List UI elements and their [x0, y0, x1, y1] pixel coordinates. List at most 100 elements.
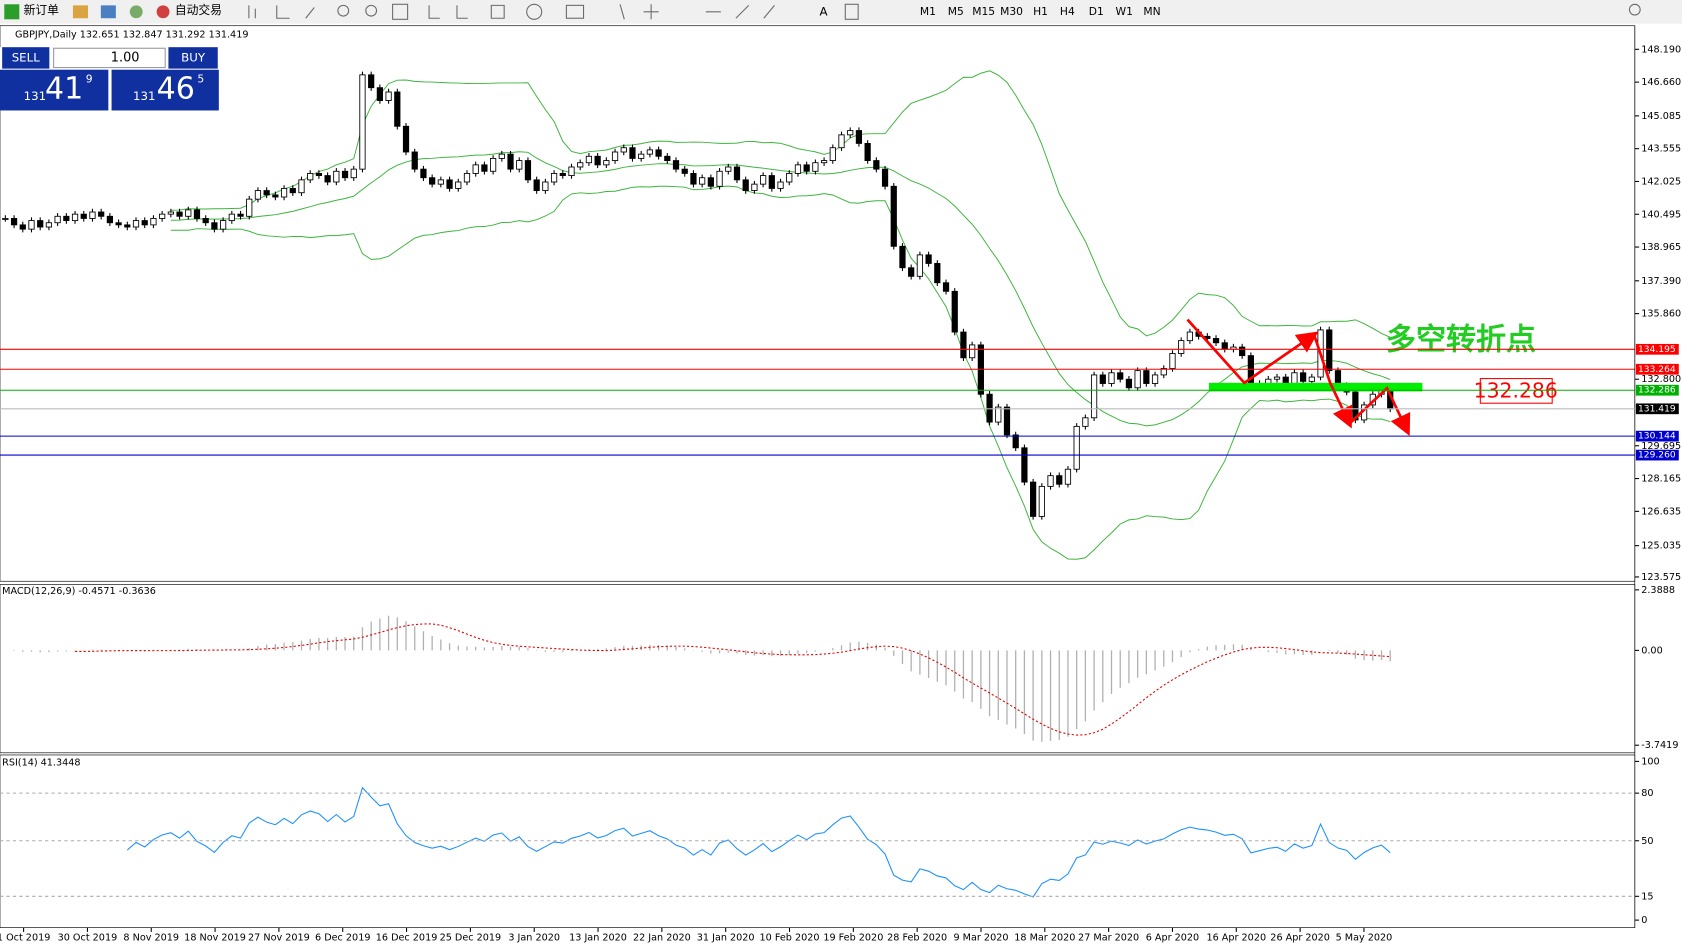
tool-icon[interactable]	[72, 5, 88, 19]
candle	[899, 245, 906, 269]
chart-type-icons[interactable]	[248, 5, 315, 19]
arrow	[1186, 318, 1319, 385]
candle	[394, 91, 401, 127]
candle	[577, 162, 584, 168]
new-order-button[interactable]: 新订单	[24, 3, 60, 17]
candle	[219, 220, 227, 230]
auto-trading-icon[interactable]	[156, 5, 170, 19]
y-tick-label: 135.860	[1641, 309, 1681, 320]
sell-button[interactable]	[2, 47, 50, 69]
candle	[167, 211, 174, 215]
candle	[760, 175, 767, 185]
ask-box[interactable]	[111, 69, 219, 111]
candle	[664, 155, 671, 161]
sell-label[interactable]: SELL	[12, 50, 40, 64]
level-label-bg	[1635, 384, 1679, 396]
auto-trading-button[interactable]: 自动交易	[175, 3, 222, 17]
timeframe-button[interactable]: MN	[1143, 5, 1160, 18]
timeframe-button[interactable]: M5	[948, 5, 964, 18]
bid-main: 41	[45, 72, 83, 107]
candle	[611, 151, 619, 161]
candle	[1030, 481, 1037, 517]
candle	[725, 166, 732, 172]
candle	[1003, 406, 1011, 436]
candle	[237, 213, 244, 217]
candle	[925, 254, 932, 264]
timeframe-button[interactable]: M30	[1000, 5, 1023, 18]
rsi-label: RSI(14) 41.3448	[2, 757, 80, 768]
timeframe-button[interactable]: M15	[972, 5, 995, 18]
candle	[1169, 353, 1176, 369]
candle	[655, 149, 662, 157]
timeframe-button[interactable]: M1	[920, 5, 936, 18]
candle	[916, 254, 924, 277]
bollinger-band	[170, 70, 1391, 338]
candle	[89, 211, 96, 219]
candle	[1021, 447, 1028, 483]
trade-panel: SELL BUY 1.00 131 41 9 131 46 5	[0, 47, 219, 111]
candle	[873, 160, 880, 170]
candle	[211, 222, 218, 230]
candle	[298, 179, 305, 194]
candle	[1178, 340, 1185, 354]
tool-icon[interactable]	[100, 5, 116, 19]
candle	[368, 74, 375, 89]
y-tick-label: 137.390	[1641, 276, 1681, 287]
x-tick-label: 5 May 2020	[1336, 932, 1393, 943]
lots-value[interactable]: 1.00	[111, 50, 140, 65]
x-tick-label: 27 Mar 2020	[1078, 932, 1139, 943]
lots-input[interactable]	[53, 47, 166, 69]
tile[interactable]	[392, 3, 409, 20]
candle	[141, 220, 148, 226]
timeframe-button[interactable]: W1	[1115, 5, 1132, 18]
x-tick-label: 28 Feb 2020	[887, 932, 947, 943]
candle	[890, 185, 897, 247]
x-tick-label: 6 Dec 2019	[315, 932, 370, 943]
buy-button[interactable]	[168, 47, 218, 69]
candle	[820, 160, 828, 164]
x-tick-label: 9 Mar 2020	[953, 932, 1008, 943]
tool-icon[interactable]	[129, 5, 143, 19]
candle	[228, 213, 235, 222]
candle	[690, 172, 697, 185]
level-label: 133.264	[1638, 365, 1676, 375]
timeframe-button[interactable]: D1	[1089, 5, 1104, 18]
price-axis	[1635, 25, 1682, 928]
candle	[455, 181, 462, 189]
candle	[995, 406, 1002, 423]
candle	[533, 179, 540, 192]
candle	[881, 168, 889, 187]
zoom-out[interactable]	[365, 4, 378, 17]
bid-box[interactable]	[0, 69, 109, 111]
template-icon[interactable]	[565, 4, 585, 19]
level-label: 129.260	[1638, 451, 1676, 461]
text-tool[interactable]: A	[820, 4, 828, 18]
y-tick-label: 146.660	[1641, 77, 1681, 88]
new-order-icon[interactable]	[4, 4, 20, 20]
level-label-bg	[1635, 343, 1679, 355]
candle	[1012, 434, 1019, 449]
search-icon[interactable]	[1628, 3, 1641, 16]
candle	[45, 222, 53, 228]
label-tool[interactable]	[844, 3, 859, 20]
y-tick-label: 132.800	[1641, 374, 1681, 385]
candle	[542, 181, 549, 192]
timeframe-button[interactable]: H4	[1060, 5, 1075, 18]
buy-label[interactable]: BUY	[181, 50, 206, 64]
x-tick-label: 19 Feb 2020	[823, 932, 883, 943]
candle	[699, 177, 706, 185]
period-icon[interactable]	[526, 3, 543, 20]
candle	[847, 130, 854, 136]
zoom-in[interactable]	[337, 4, 350, 17]
tool-icons[interactable]	[428, 4, 775, 20]
x-tick-label: 6 Apr 2020	[1146, 932, 1199, 943]
candle	[2, 218, 9, 220]
candle	[786, 172, 793, 183]
candle	[402, 125, 410, 153]
chart-header: GBPJPY,Daily 132.651 132.847 131.292 131…	[15, 29, 248, 40]
candle	[350, 168, 357, 179]
timeframe-button[interactable]: H1	[1033, 5, 1048, 18]
y-tick-label: 0.00	[1641, 645, 1662, 656]
candle	[10, 218, 18, 226]
candle	[1073, 425, 1080, 470]
